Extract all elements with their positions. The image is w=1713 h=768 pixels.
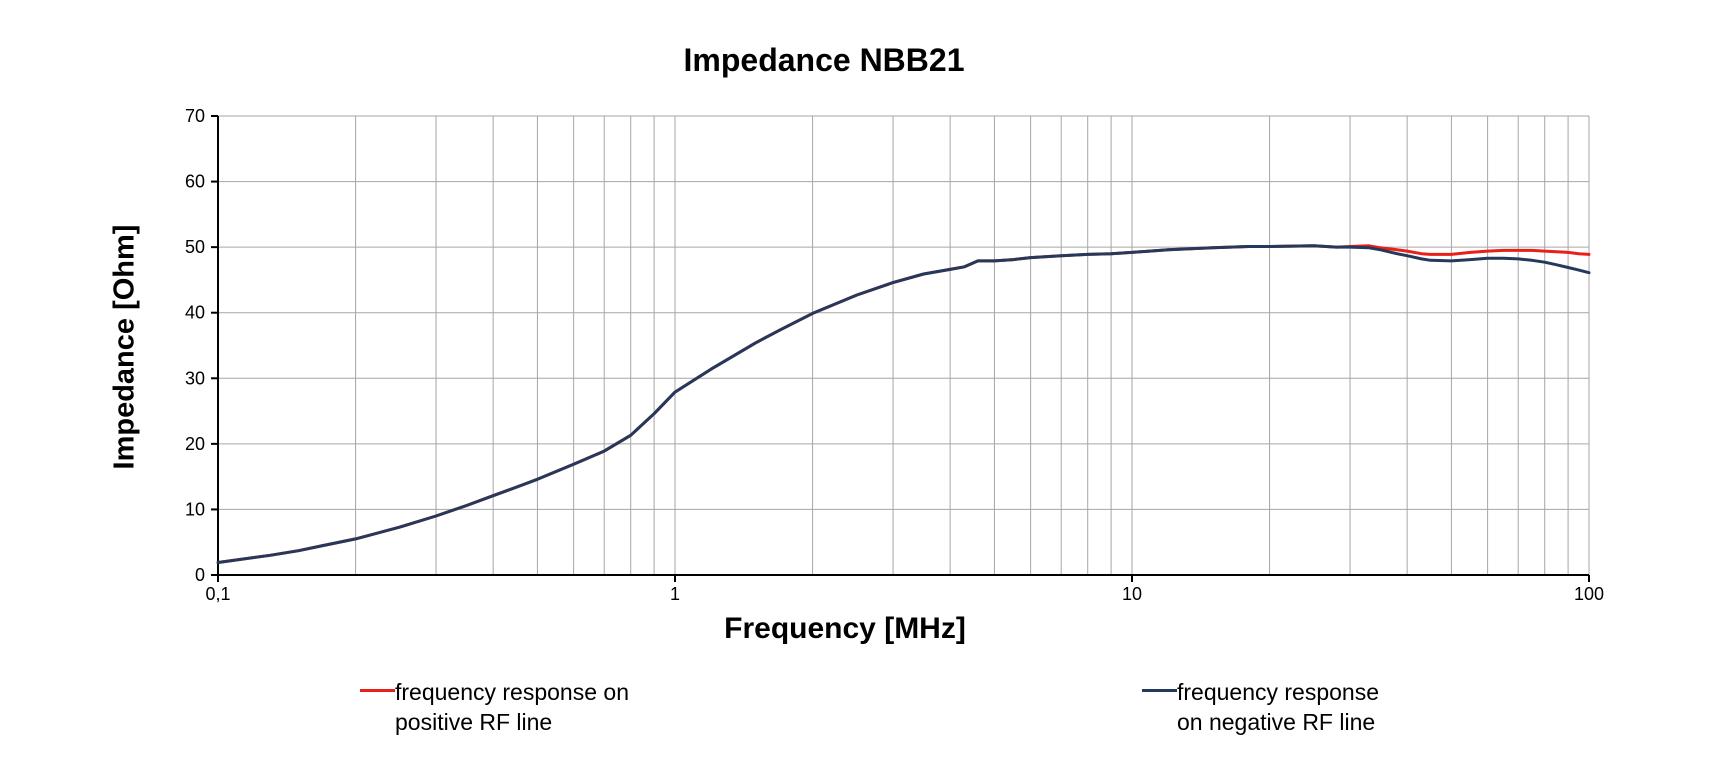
red-line-legend-marker-icon xyxy=(360,689,395,692)
x-tick-label: 1 xyxy=(670,584,680,604)
series-line-negative xyxy=(216,244,1591,564)
series-line-positive xyxy=(216,244,1591,564)
y-tick-label: 0 xyxy=(195,565,205,585)
y-tick-label: 70 xyxy=(185,106,205,126)
x-tick-label: 10 xyxy=(1122,584,1142,604)
legend-label-negative: frequency response on negative RF line xyxy=(1177,677,1379,737)
tick-labels: 0 10 20 30 40 50 60 70 0,1 1 10 100 xyxy=(185,106,1604,604)
navy-line-legend-marker-icon xyxy=(1142,689,1177,692)
legend-label-positive: frequency response on positive RF line xyxy=(395,677,629,737)
x-tick-label: 0,1 xyxy=(205,584,230,604)
legend-item-positive-rf-line: frequency response on positive RF line xyxy=(360,677,629,737)
y-tick-label: 40 xyxy=(185,303,205,323)
y-tick-label: 60 xyxy=(185,172,205,192)
y-tick-label: 30 xyxy=(185,368,205,388)
legend-label-positive-line1: frequency response on xyxy=(395,679,629,705)
axes xyxy=(211,115,1590,582)
x-tick-label: 100 xyxy=(1574,584,1604,604)
legend-item-negative-rf-line: frequency response on negative RF line xyxy=(1142,677,1379,737)
legend-label-negative-line1: frequency response xyxy=(1177,679,1380,705)
y-tick-label: 20 xyxy=(185,434,205,454)
legend-label-positive-line2: positive RF line xyxy=(395,709,553,735)
legend-label-negative-line2: on negative RF line xyxy=(1177,709,1376,735)
chart-title: Impedance NBB21 xyxy=(683,42,965,78)
y-tick-label: 50 xyxy=(185,237,205,257)
gridlines xyxy=(218,115,1590,575)
x-axis-label: Frequency [MHz] xyxy=(724,612,966,645)
y-tick-label: 10 xyxy=(185,499,205,519)
